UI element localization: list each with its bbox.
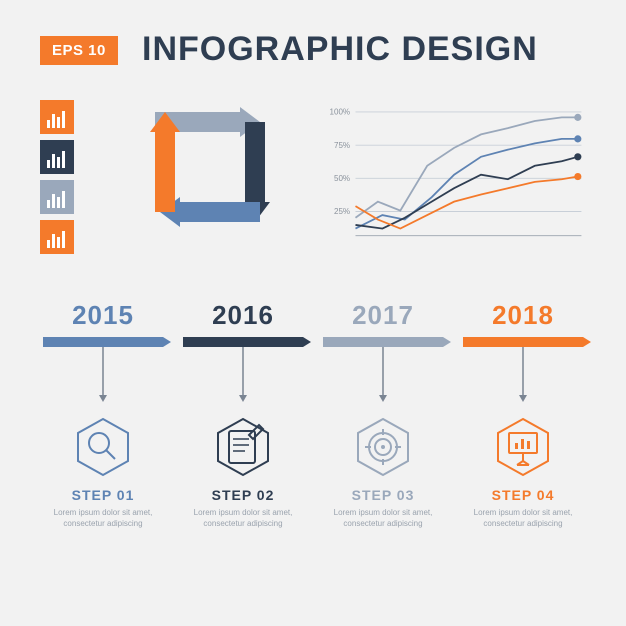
- series-endpoint: [574, 135, 581, 142]
- timeline-step: 2016 STEP 02 Lorem ipsum dolor sit amet,…: [180, 300, 306, 529]
- page-title-text: INFOGRAPHIC DESIGN: [142, 30, 538, 68]
- chart-icon: [40, 100, 74, 134]
- eps-badge: EPS 10: [40, 36, 118, 65]
- chart-series: [355, 177, 577, 229]
- timeline-step: 2015 STEP 01 Lorem ipsum dolor sit amet,…: [40, 300, 166, 529]
- step-year: 2016: [212, 300, 274, 331]
- step-year: 2017: [352, 300, 414, 331]
- cycle-diagram: [135, 92, 285, 242]
- y-tick-label: 50%: [334, 174, 350, 183]
- step-year: 2015: [72, 300, 134, 331]
- eps-badge-text: EPS 10: [52, 42, 106, 59]
- drop-arrow-icon: [378, 347, 388, 403]
- drop-arrow-icon: [518, 347, 528, 403]
- step-bar: [323, 337, 443, 347]
- step-body: Lorem ipsum dolor sit amet, consectetur …: [40, 507, 166, 529]
- step-year: 2018: [492, 300, 554, 331]
- hex-icon: [213, 417, 273, 477]
- step-title: STEP 03: [352, 487, 415, 503]
- step-title: STEP 04: [492, 487, 555, 503]
- timeline-step: 2017 STEP 03 Lorem ipsum dolor sit amet,…: [320, 300, 446, 529]
- chart-series: [355, 117, 577, 217]
- timeline: 2015 STEP 01 Lorem ipsum dolor sit amet,…: [40, 300, 586, 529]
- step-title: STEP 01: [72, 487, 135, 503]
- chart-icon: [40, 180, 74, 214]
- hex-icon: [353, 417, 413, 477]
- step-title: STEP 02: [212, 487, 275, 503]
- step-bar: [183, 337, 303, 347]
- chart-icon: [40, 140, 74, 174]
- series-endpoint: [574, 173, 581, 180]
- step-body: Lorem ipsum dolor sit amet, consectetur …: [180, 507, 306, 529]
- step-body: Lorem ipsum dolor sit amet, consectetur …: [320, 507, 446, 529]
- series-endpoint: [574, 114, 581, 121]
- y-tick-label: 100%: [330, 108, 351, 117]
- step-bar: [463, 337, 583, 347]
- chart-series: [355, 139, 577, 229]
- timeline-step: 2018 STEP 04 Lorem ipsum dolor sit amet,…: [460, 300, 586, 529]
- hex-icon: [73, 417, 133, 477]
- hex-icon: [493, 417, 553, 477]
- drop-arrow-icon: [238, 347, 248, 403]
- chart-series: [355, 157, 577, 229]
- y-tick-label: 25%: [334, 207, 350, 216]
- y-tick-label: 75%: [334, 141, 350, 150]
- series-endpoint: [574, 153, 581, 160]
- line-chart: 100% 75% 50% 25%: [325, 95, 585, 250]
- drop-arrow-icon: [98, 347, 108, 403]
- page-title: INFOGRAPHIC DESIGN: [142, 30, 538, 69]
- step-bar: [43, 337, 163, 347]
- chart-icon: [40, 220, 74, 254]
- icon-stack: [40, 100, 74, 254]
- step-body: Lorem ipsum dolor sit amet, consectetur …: [460, 507, 586, 529]
